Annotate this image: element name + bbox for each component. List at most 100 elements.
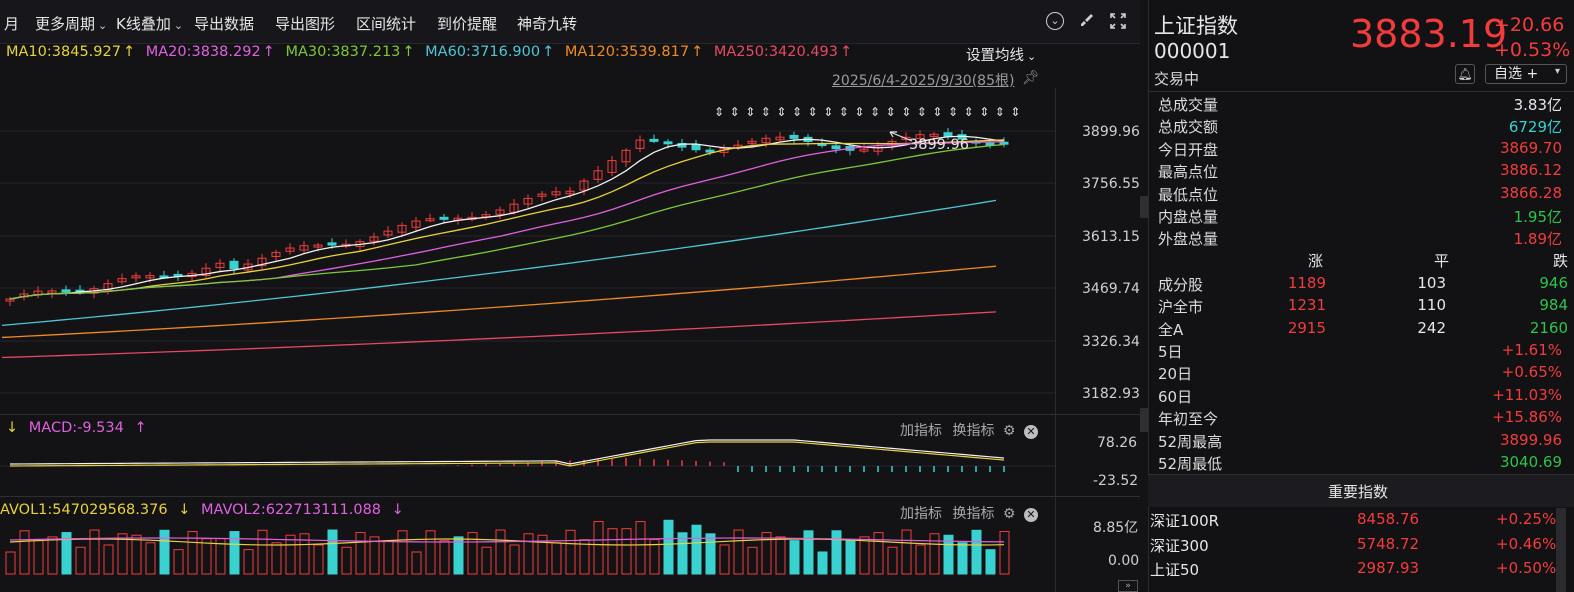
volume-bar (957, 542, 968, 575)
stat-value: 3869.70 (1499, 138, 1562, 157)
ma-settings-label: 设置均线 (966, 48, 1024, 64)
ma-legend: MA10:3845.927 ↑ MA20:3838.292 ↑ MA30:3837.… (0, 44, 1055, 66)
period-row: 年初至今 +15.86% (1158, 408, 1562, 430)
more-periods-menu[interactable]: 更多周期 ⌄ (35, 13, 107, 34)
period-value: +15.86% (1492, 408, 1562, 427)
ma250-line (1, 311, 997, 359)
date-range-label[interactable]: 2025/6/4-2025/9/30(85根) (832, 73, 1015, 89)
stat-row: 最低点位 3866.28 (1158, 184, 1562, 206)
close-icon[interactable]: ✕ (1023, 508, 1038, 522)
ma-line (9, 143, 1005, 300)
breadth-row: 沪全市 1231 110 984 (1158, 296, 1568, 318)
price-alert-button[interactable]: 到价提醒 (437, 15, 498, 33)
volume-bar (537, 534, 548, 575)
y-tick-label: 3613.15 (1082, 229, 1140, 245)
volume-bar (929, 533, 940, 575)
breadth-up: 1189 (1287, 274, 1326, 292)
volume-bar (761, 532, 772, 575)
macd-chart[interactable] (0, 436, 1055, 496)
ma10-up-arrow-icon: ↑ (122, 44, 136, 60)
volume-bar (243, 549, 254, 575)
stat-label: 外盘总量 (1158, 230, 1219, 249)
volume-bar (635, 521, 646, 575)
breadth-label: 全A (1158, 320, 1184, 339)
chart-toolbar: 月 更多周期 ⌄ K线叠加 ⌄ 导出数据 导出图形 区间统计 到价提醒 神奇九转 ⌄ (0, 0, 1140, 44)
candle-body (943, 132, 953, 137)
period-value: 3040.69 (1499, 453, 1562, 471)
candle-body (565, 190, 575, 195)
index-row[interactable]: 深证100R 8458.76 +0.25% (1150, 510, 1556, 532)
breadth-down: 946 (1539, 274, 1568, 292)
candle-body (299, 245, 309, 251)
stat-value: 3886.12 (1499, 161, 1562, 180)
flat-header: 平 (1434, 252, 1450, 270)
candle-body (663, 141, 673, 145)
candle-body (593, 170, 603, 180)
add-indicator-button[interactable]: 加指标 (900, 506, 942, 522)
breadth-label: 沪全市 (1158, 298, 1204, 317)
candle-body (201, 267, 211, 276)
gear-icon[interactable]: ⚙ (1002, 423, 1016, 439)
period-label: 60日 (1158, 387, 1193, 406)
splitter-handle[interactable] (1140, 196, 1148, 218)
volume-bar (145, 542, 156, 575)
range-stats-button[interactable]: 区间统计 (356, 15, 417, 33)
magic-nine-button[interactable]: 神奇九转 (517, 15, 578, 33)
dropdown-circle-icon[interactable]: ⌄ (1046, 12, 1064, 30)
macd-y-tick: -23.52 (1093, 473, 1139, 489)
index-row[interactable]: 深证300 5748.72 +0.46% (1150, 534, 1556, 557)
up-header: 涨 (1308, 252, 1324, 270)
macd-y-tick: 78.26 (1097, 435, 1138, 451)
pin-icon[interactable]: 📌︎ (1022, 70, 1040, 86)
arrow-down-icon: ↓ (391, 502, 404, 518)
index-row[interactable]: 上证50 2987.93 +0.50% (1150, 559, 1556, 581)
export-data-button[interactable]: 导出数据 (194, 15, 255, 33)
splitter-handle[interactable] (1140, 408, 1148, 432)
volume-chart[interactable] (0, 518, 1055, 592)
kline-overlay-menu[interactable]: K线叠加 ⌄ (116, 13, 183, 34)
volume-bar (663, 519, 674, 575)
volume-bar (103, 544, 114, 575)
period-month-tab[interactable]: 月 (4, 15, 20, 33)
index-row-value: 5748.72 (1357, 534, 1420, 553)
add-watchlist-button[interactable]: 自选 + (1485, 64, 1567, 84)
breadth-down: 984 (1539, 296, 1568, 315)
volume-bar (397, 530, 408, 575)
scrollbar[interactable] (1556, 508, 1566, 592)
volume-bar (299, 533, 310, 575)
brush-icon[interactable] (1077, 12, 1097, 32)
candle-body (915, 134, 925, 139)
bell-icon[interactable]: 🔔︎ (1455, 64, 1475, 84)
volume-bar (747, 546, 758, 575)
volume-bar (887, 546, 898, 575)
add-indicator-button[interactable]: 加指标 (900, 423, 942, 439)
candle-body (495, 209, 505, 215)
volume-bar (131, 534, 142, 575)
stat-row: 内盘总量 1.95亿 (1158, 206, 1562, 228)
close-icon[interactable]: ✕ (1023, 425, 1038, 439)
pane-separator (0, 496, 1140, 497)
signal-arrow-icon: ⇕ (917, 105, 927, 119)
down-header: 跌 (1552, 252, 1568, 270)
export-chart-button[interactable]: 导出图形 (275, 15, 336, 33)
expand-icon[interactable]: » (1118, 580, 1138, 592)
index-row-pct: +0.50% (1496, 559, 1557, 577)
volume-bar (229, 531, 240, 575)
signal-arrow-icon: ⇕ (870, 105, 880, 119)
swap-indicator-button[interactable]: 换指标 (952, 506, 995, 522)
candlestick-chart[interactable]: ⇕ ⇕ ⇕ ⇕ ⇕ ⇕ ⇕ ⇕ ⇕ ⇕ ⇕ ⇕ ⇕ ⇕ ⇕ ⇕ ⇕ ⇕ ⇕ ⇕ (0, 88, 1055, 498)
candle-body (901, 136, 911, 140)
candle-body (383, 230, 393, 236)
gear-icon[interactable]: ⚙ (1002, 506, 1016, 522)
fullscreen-icon[interactable] (1108, 12, 1128, 32)
ma-line (1, 199, 997, 327)
swap-indicator-button[interactable]: 换指标 (952, 423, 995, 439)
chevron-down-icon[interactable]: ▾ (1555, 66, 1561, 77)
volume-bar (47, 536, 58, 575)
mavol2-line (9, 537, 1005, 543)
ma250-up-arrow-icon: ↑ (840, 44, 853, 60)
volume-bar (201, 538, 212, 575)
ma-settings-menu[interactable]: 设置均线 ⌄ (966, 44, 1036, 65)
volume-bar (621, 528, 632, 575)
index-row-value: 8458.76 (1357, 510, 1420, 528)
